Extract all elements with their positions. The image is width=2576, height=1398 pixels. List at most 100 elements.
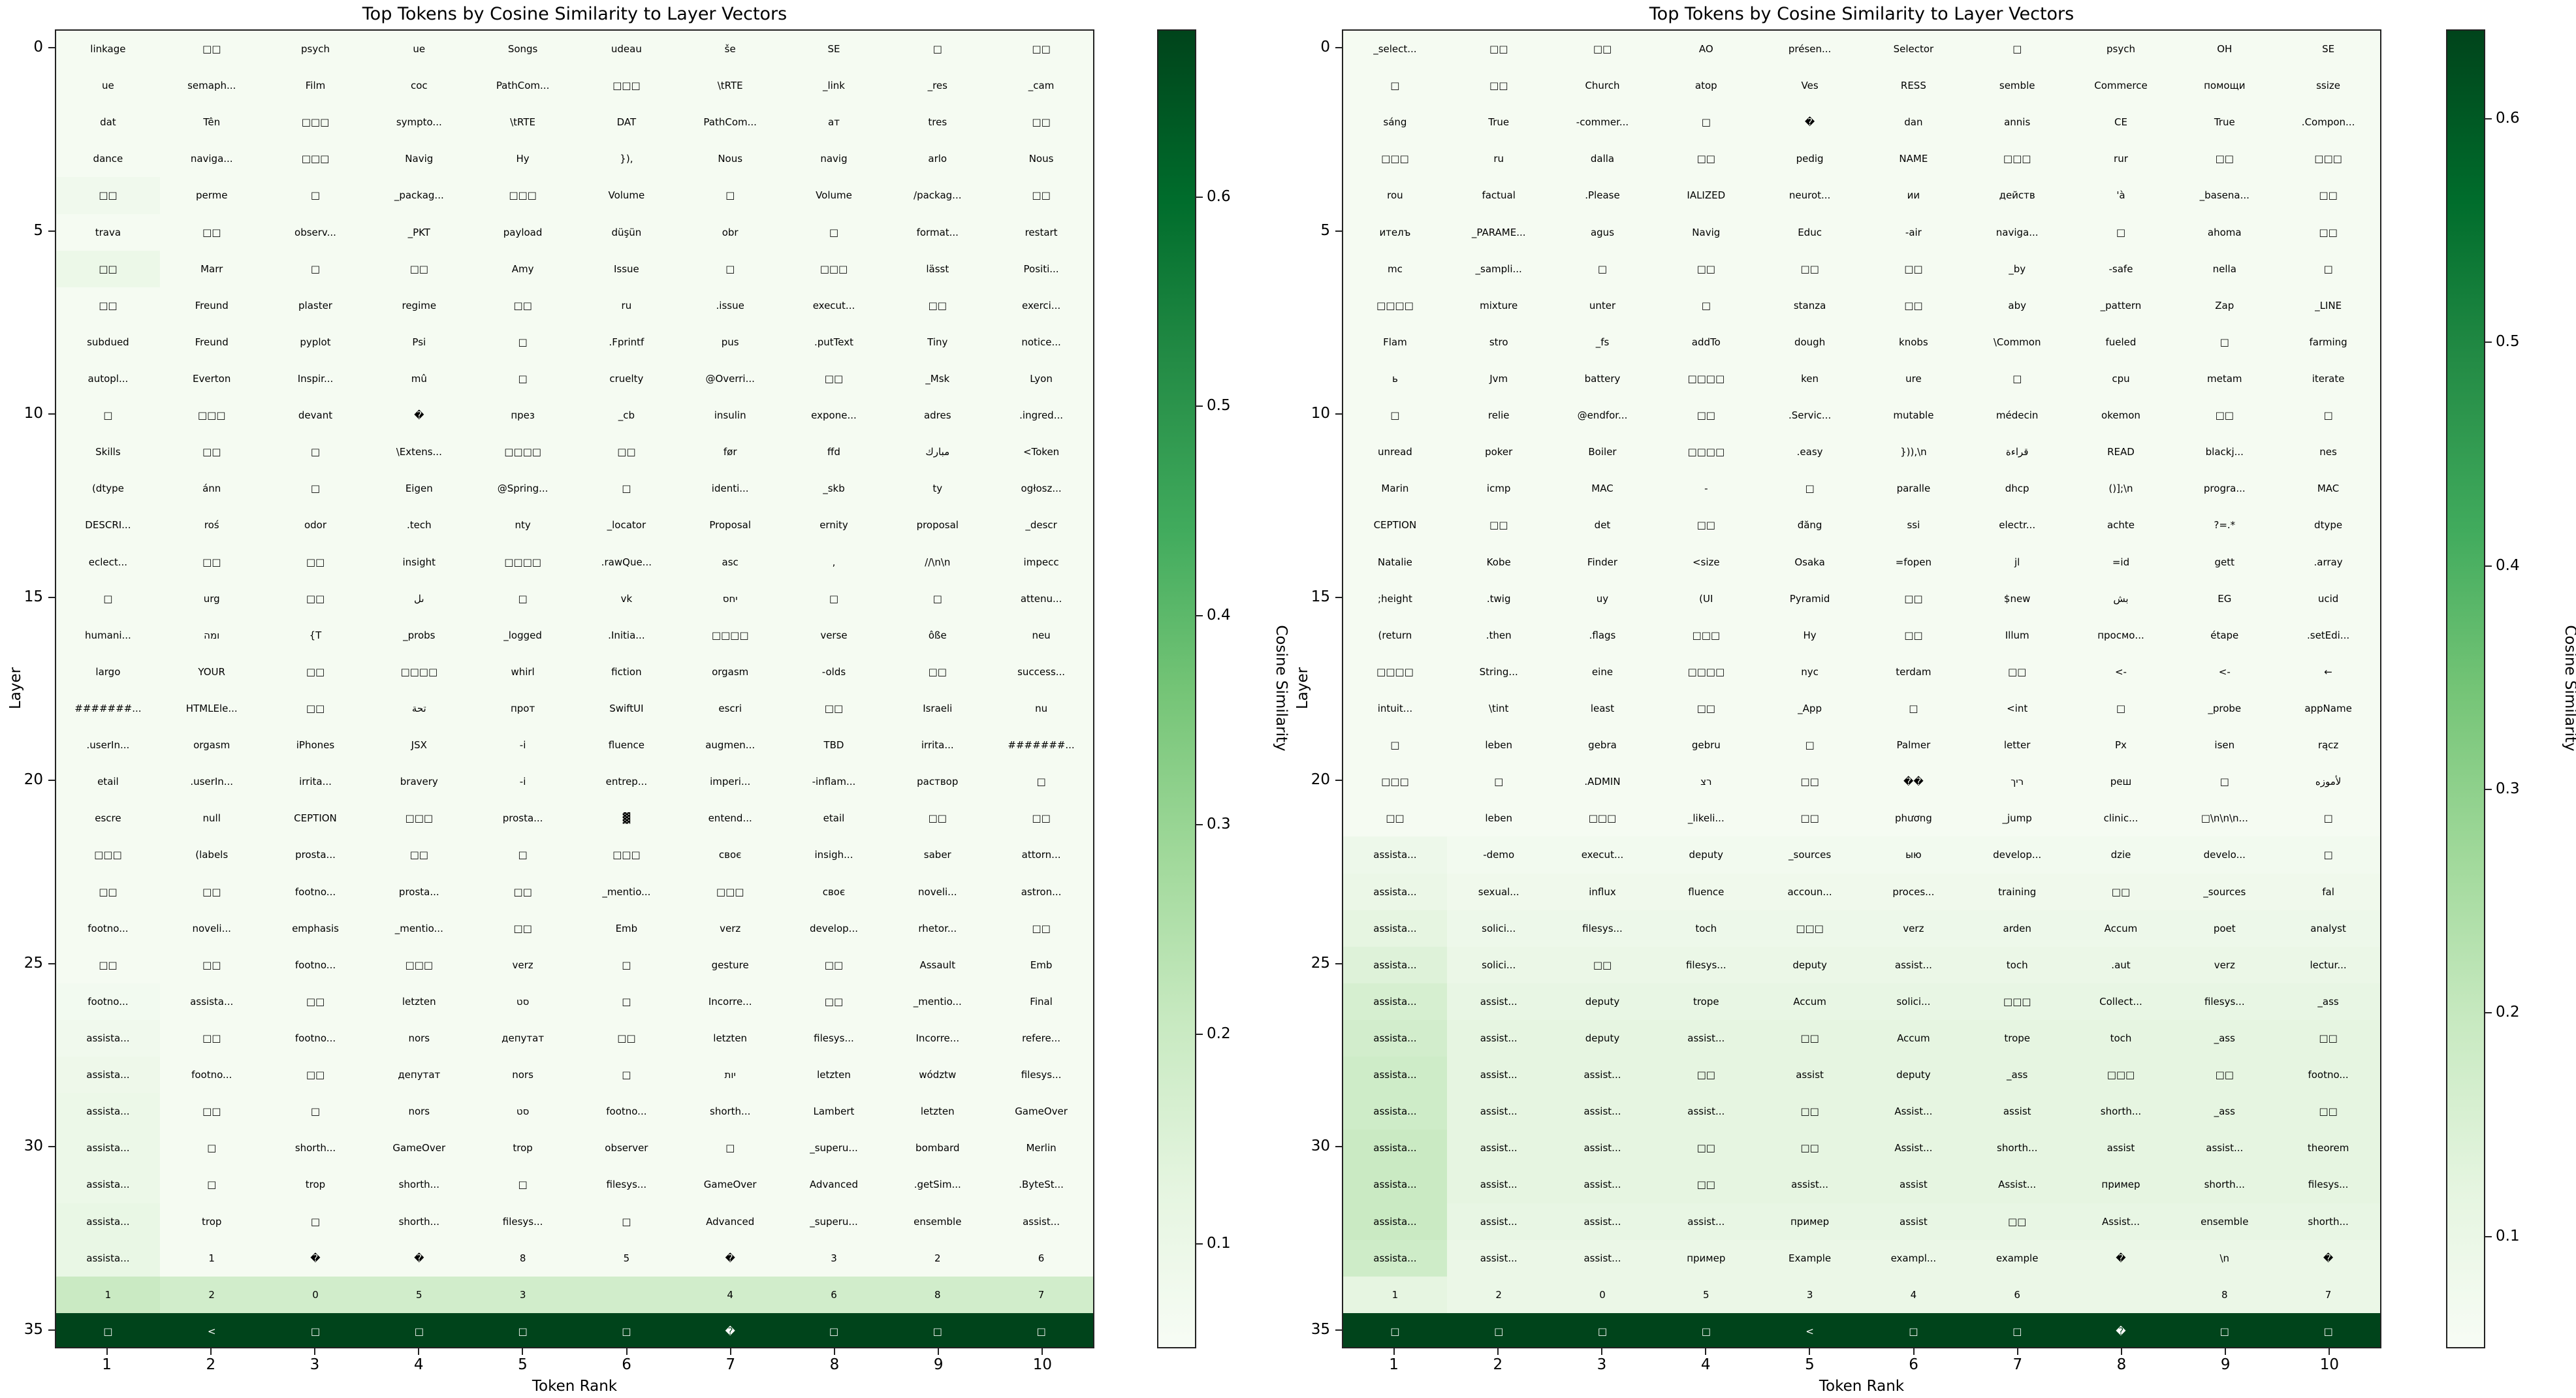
left-heatmap-cell: restart — [989, 214, 1093, 251]
right-heatmap-cell: □ — [1965, 1312, 2069, 1347]
right-heatmap-cell: \n — [2172, 1239, 2277, 1277]
left-heatmap-cell: раствор — [885, 763, 990, 801]
left-xtick-label: 6 — [622, 1356, 631, 1373]
right-ytick-mark — [1335, 413, 1342, 415]
right-heatmap-cell: letter — [1965, 727, 2069, 764]
right-heatmap-cell: toch — [2069, 1020, 2173, 1057]
right-ytick-label: 10 — [1311, 405, 1330, 422]
left-heatmap-cell: □□□ — [678, 873, 782, 910]
right-heatmap-cell: □□ — [2172, 397, 2277, 434]
right-heatmap-cell: _sources — [1758, 836, 1862, 874]
right-heatmap-cell: пример — [1654, 1239, 1758, 1277]
right-heatmap-cell: gett — [2172, 543, 2277, 580]
left-heatmap-cell: □ — [471, 836, 575, 874]
left-heatmap-cell: .userIn... — [56, 727, 160, 764]
left-heatmap-cell: filesys... — [574, 1166, 678, 1203]
right-heatmap-cell: Church — [1550, 67, 1655, 104]
right-xtick-mark — [2329, 1348, 2330, 1355]
left-heatmap-cell: □□ — [989, 800, 1093, 837]
left-heatmap-cell: .userIn... — [159, 763, 264, 801]
right-ytick-mark — [1335, 780, 1342, 782]
right-heatmap-cell: □□ — [1758, 800, 1862, 837]
right-heatmap-cell: nes — [2276, 434, 2380, 471]
left-heatmap-cell: filesys... — [989, 1056, 1093, 1094]
right-colorbar-tick-mark — [2485, 118, 2492, 119]
right-heatmap-cell: .aut — [2069, 946, 2173, 983]
left-heatmap-cell: #######... — [56, 690, 160, 727]
right-heatmap-cell: appName — [2276, 690, 2380, 727]
left-heatmap-cell: -inflam... — [782, 763, 886, 801]
left-heatmap-row: eclect... □□ □□ insight □□□□ .rawQue... asc,//… — [56, 543, 1093, 580]
right-heatmap-cell: ()];\n — [2069, 470, 2173, 507]
left-heatmap-cell: _Msk — [885, 360, 990, 398]
left-heatmap-cell: □ — [574, 1203, 678, 1240]
left-heatmap-cell: _res — [885, 67, 990, 104]
right-heatmap-row: Marin icmp MAC - □ paralle dhcp ()];\n progra...… — [1343, 470, 2380, 507]
right-heatmap-cell: assista... — [1343, 836, 1447, 874]
right-heatmap-cell: assist... — [1550, 1166, 1655, 1203]
right-colorbar-tick-mark — [2485, 1012, 2492, 1014]
right-heatmap-cell: □□ — [2276, 177, 2380, 214]
left-heatmap-cell: יות — [678, 1056, 782, 1094]
left-heatmap-row: assista... trop □ shorth... filesys... □ Advan… — [56, 1203, 1093, 1240]
right-ytick-mark — [1335, 230, 1342, 232]
left-heatmap-cell: Emb — [574, 910, 678, 947]
right-heatmap-cell: (UI — [1654, 580, 1758, 617]
right-heatmap-cell: factual — [1446, 177, 1551, 214]
left-heatmap-cell: footno... — [56, 910, 160, 947]
right-heatmap-cell: semble — [1965, 67, 2069, 104]
left-ytick-label: 0 — [33, 39, 43, 56]
left-heatmap-cell: GameOver — [678, 1166, 782, 1203]
right-heatmap-cell: □ — [1654, 104, 1758, 141]
right-heatmap-cell: □□ — [1654, 250, 1758, 287]
left-heatmap-cell: □ — [782, 580, 886, 617]
right-heatmap-cell: đăng — [1758, 507, 1862, 544]
right-heatmap-cell: solici... — [1446, 946, 1551, 983]
right-heatmap-cell: □□ — [2276, 1020, 2380, 1057]
right-heatmap-cell: □□□ — [1965, 140, 2069, 178]
left-xtick-label: 4 — [413, 1356, 424, 1373]
left-heatmap-cell: □ — [56, 580, 160, 617]
left-heatmap-cell: @Overri... — [678, 360, 782, 398]
left-heatmap-cell: □□ — [471, 910, 575, 947]
right-heatmap-cell: assist... — [1550, 1056, 1655, 1094]
right-heatmap-cell: electr... — [1965, 507, 2069, 544]
left-heatmap-cell: JSX — [367, 727, 471, 764]
left-heatmap-cell: _probs — [367, 616, 471, 654]
left-heatmap-cell: □□ — [159, 214, 264, 251]
left-heatmap-cell: #######... — [989, 727, 1093, 764]
right-heatmap-cell: ии — [1861, 177, 1965, 214]
right-heatmap-cell: poet — [2172, 910, 2277, 947]
left-heatmap-cell: ôße — [885, 616, 990, 654]
right-heatmap-row: assista... assist... assist... assist... при… — [1343, 1203, 2380, 1240]
left-heatmap-cell: verse — [782, 616, 886, 654]
right-heatmap-cell: assist — [1965, 1093, 2069, 1130]
left-heatmap-cell: trop — [471, 1130, 575, 1167]
right-heatmap-cell: ителъ — [1343, 214, 1447, 251]
right-heatmap-cell: Navig — [1654, 214, 1758, 251]
right-heatmap-cell: RESS — [1861, 67, 1965, 104]
left-heatmap-cell: Film — [263, 67, 368, 104]
left-heatmap-cell: .issue — [678, 287, 782, 324]
left-heatmap-row: DESCRI... roś odor .tech nty _locator Proposal… — [56, 507, 1093, 544]
left-heatmap-cell: semaph... — [159, 67, 264, 104]
right-heatmap-cell: filesys... — [2172, 983, 2277, 1020]
left-heatmap-row: □ urg □□ ىل □ vk יחס □ □ attenu... — [56, 580, 1093, 617]
right-heatmap-cell: □□ — [1965, 1203, 2069, 1240]
right-heatmap-cell: � — [2069, 1312, 2173, 1347]
left-heatmap-cell: □□ — [56, 946, 160, 983]
right-heatmap-cell: Zap — [2172, 287, 2277, 324]
left-heatmap-cell: expone... — [782, 397, 886, 434]
left-ytick-mark — [48, 230, 55, 232]
left-heatmap-cell: augmen... — [678, 727, 782, 764]
left-heatmap-cell: iPhones — [263, 727, 368, 764]
right-heatmap-cell: Hy — [1758, 616, 1862, 654]
right-heatmap-cell: assista... — [1343, 1130, 1447, 1167]
right-heatmap-cell: gebra — [1550, 727, 1655, 764]
right-heatmap-cell: Natalie — [1343, 543, 1447, 580]
right-heatmap-cell: shorth... — [2069, 1093, 2173, 1130]
left-heatmap-cell: Psi — [367, 323, 471, 360]
right-heatmap-cell: paralle — [1861, 470, 1965, 507]
left-heatmap-cell: Proposal — [678, 507, 782, 544]
left-heatmap-cell: ogłosz... — [989, 470, 1093, 507]
